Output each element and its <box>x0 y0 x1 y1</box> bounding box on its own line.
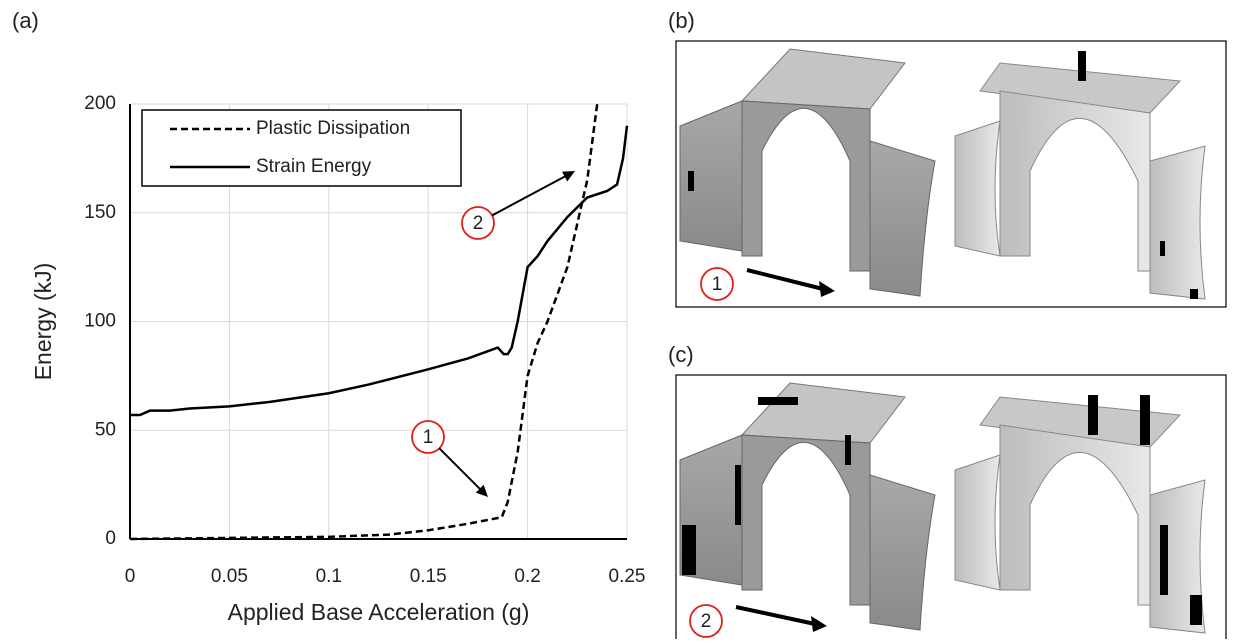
model-right <box>1150 146 1205 299</box>
marker-label: 2 <box>473 213 484 234</box>
x-tick-label: 0.15 <box>410 566 447 587</box>
panel-label: (a) <box>12 8 39 33</box>
crack <box>688 171 694 191</box>
y-tick-label: 100 <box>84 311 116 332</box>
y-axis-label: Energy (kJ) <box>30 263 56 381</box>
legend-label: Plastic Dissipation <box>256 118 410 139</box>
arrow <box>439 448 481 490</box>
y-tick-label: 200 <box>84 93 116 114</box>
marker-label: 1 <box>423 427 434 448</box>
arrow <box>492 176 566 216</box>
x-tick-label: 0 <box>125 566 136 587</box>
x-tick-label: 0.1 <box>316 566 342 587</box>
marker-label: 1 <box>712 274 723 295</box>
crack <box>1160 525 1168 595</box>
model-left <box>955 455 1000 590</box>
legend-label: Strain Energy <box>256 156 372 177</box>
panel-label: (c) <box>668 342 694 367</box>
marker-label: 2 <box>701 611 712 632</box>
x-tick-label: 0.25 <box>609 566 646 587</box>
model-images: 12 <box>676 41 1226 639</box>
crack <box>758 397 798 405</box>
crack <box>1190 595 1202 625</box>
y-tick-label: 0 <box>105 528 116 549</box>
crack <box>1088 395 1098 435</box>
x-tick-label: 0.2 <box>514 566 540 587</box>
crack <box>735 465 741 525</box>
crack <box>1160 241 1165 256</box>
model-left <box>955 121 1000 256</box>
crack <box>1190 289 1198 299</box>
crack <box>1140 395 1150 445</box>
panel-label: (b) <box>668 8 695 33</box>
crack <box>845 435 851 465</box>
chart: 0 50 100 150 200 0 0.05 0.1 0.15 0.2 0.25 Applied B… <box>30 93 645 625</box>
y-tick-label: 150 <box>84 202 116 223</box>
crack <box>1078 51 1086 81</box>
x-tick-label: 0.05 <box>211 566 248 587</box>
figure: (a) (b) (c) 12 05010015020000.050.10.150… <box>0 0 1242 639</box>
x-axis-label: Applied Base Acceleration (g) <box>228 599 530 625</box>
crack <box>682 525 696 575</box>
y-tick-label: 50 <box>95 419 116 440</box>
